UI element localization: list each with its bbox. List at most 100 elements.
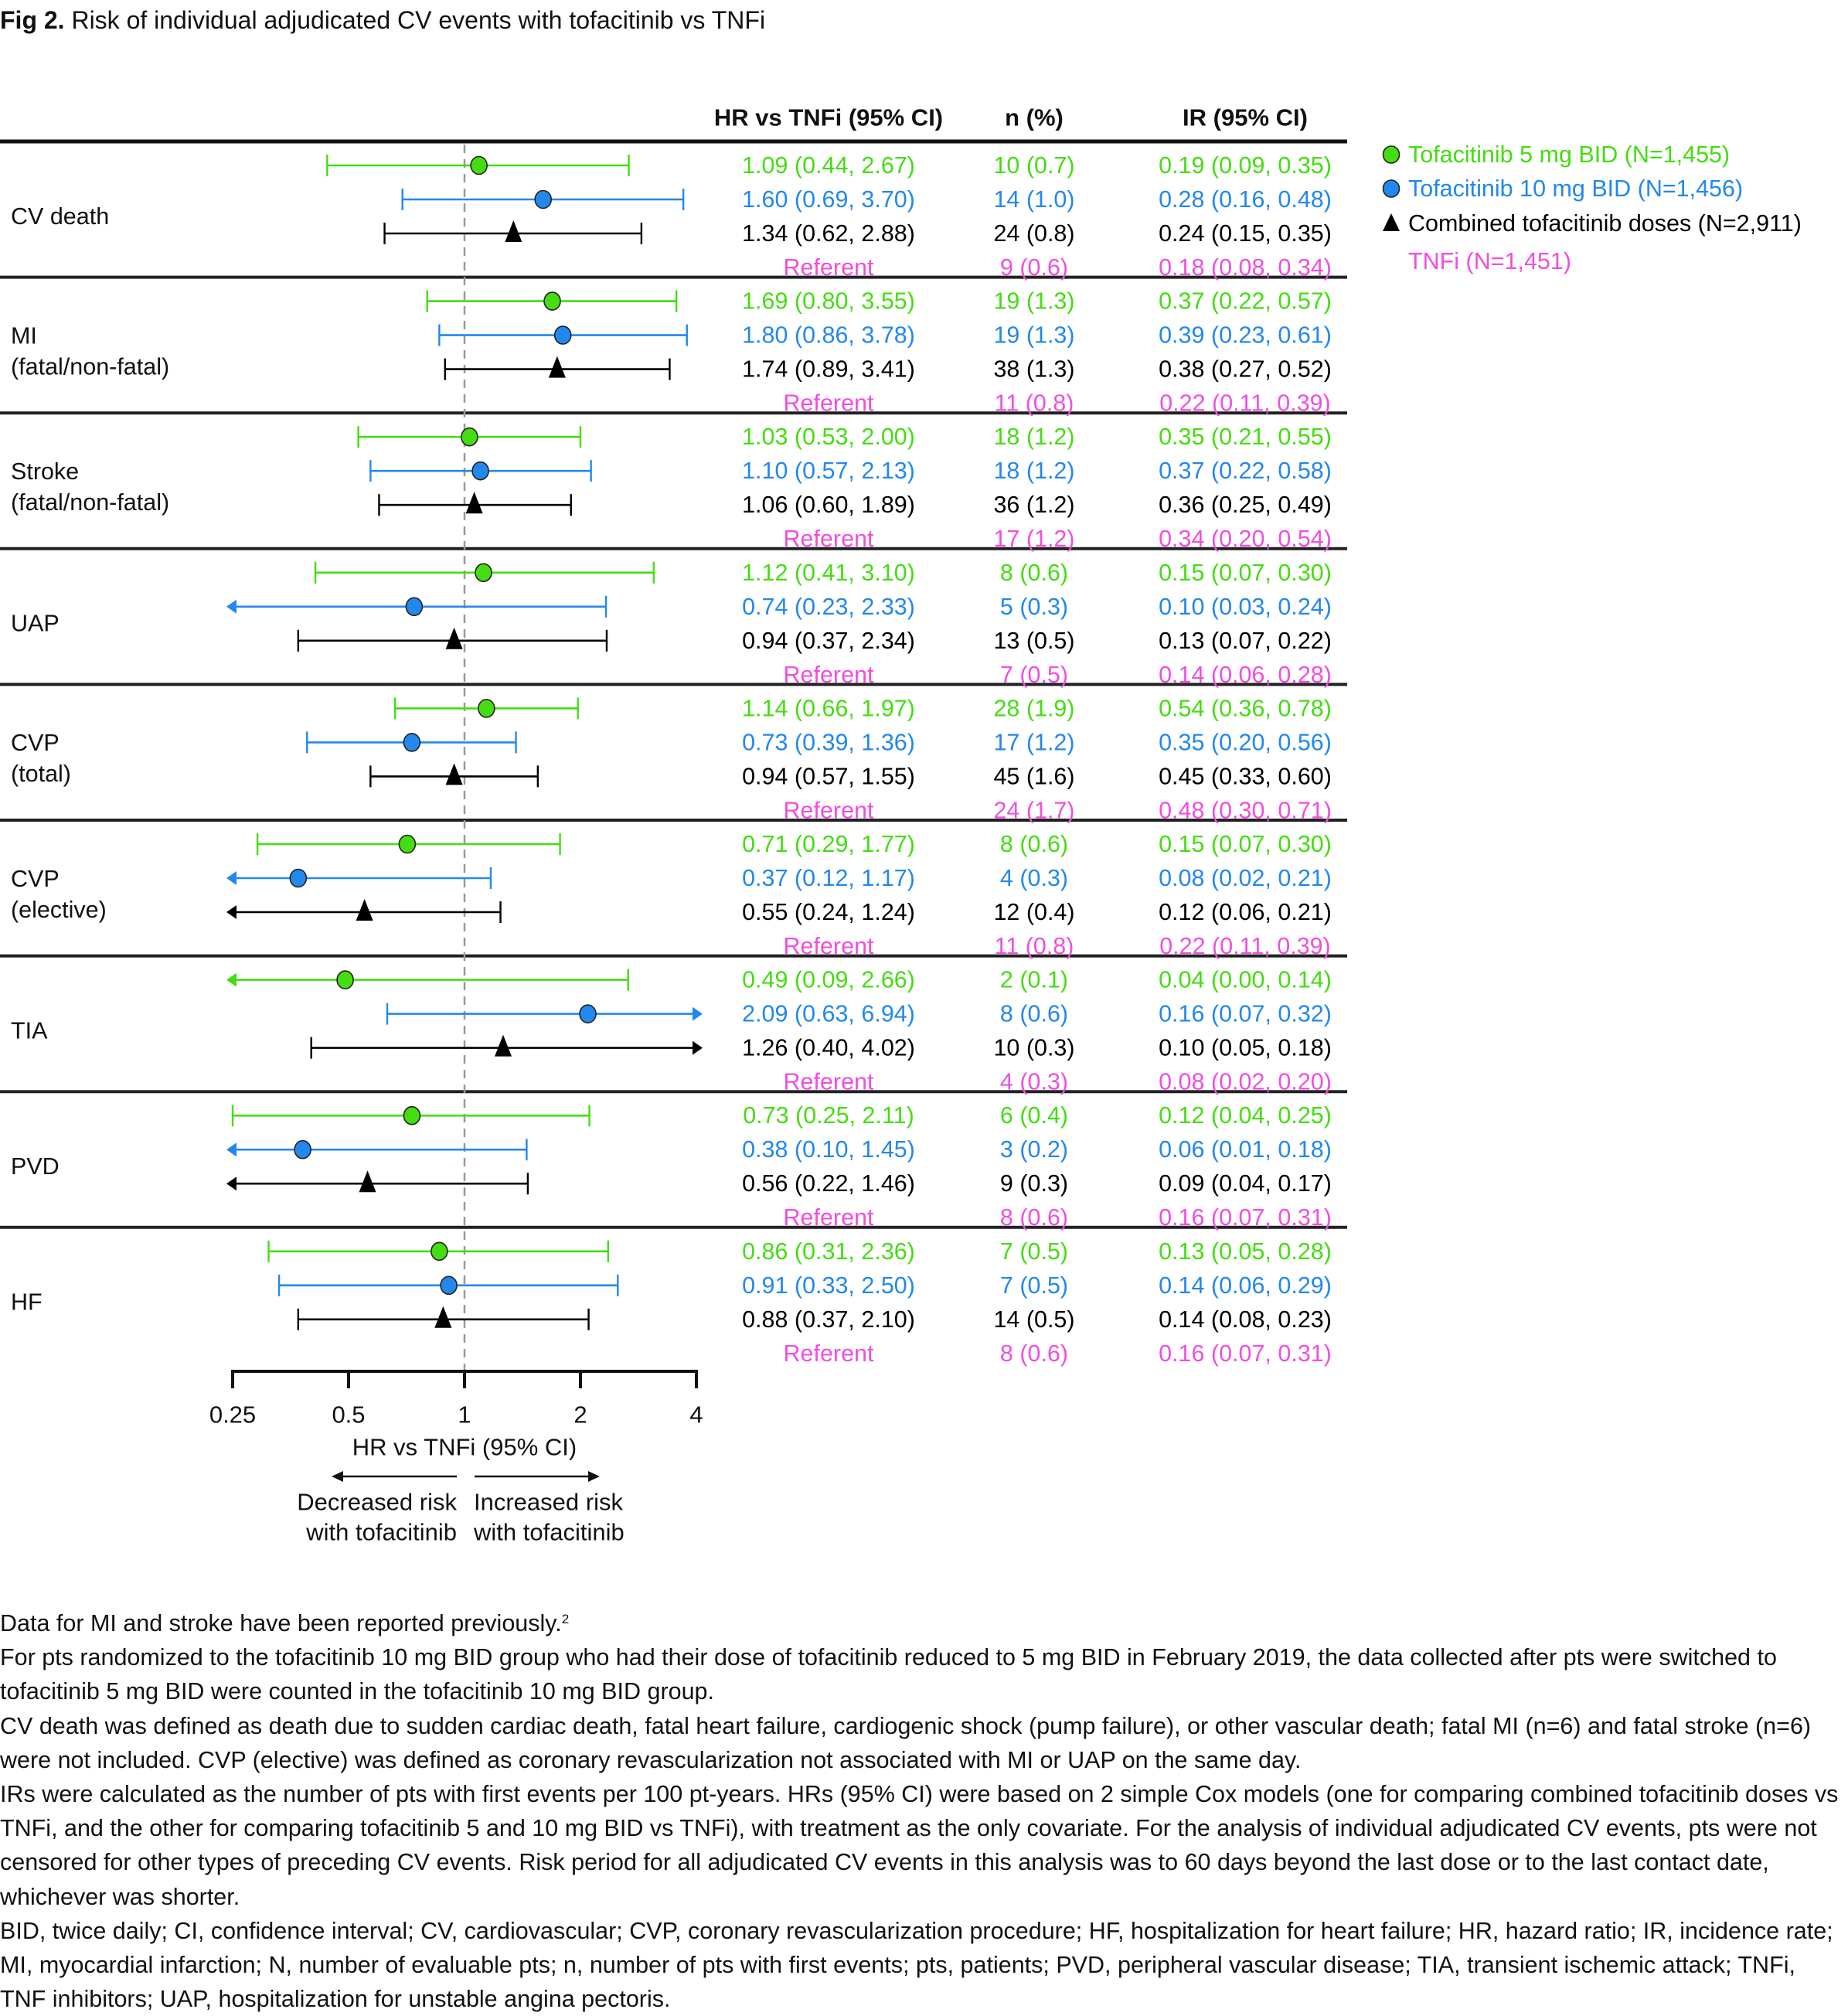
- group-label: TIA: [11, 1017, 48, 1044]
- legend-marker-circle: [1382, 179, 1400, 198]
- ci-arrow-left: [226, 905, 237, 919]
- forest-plot: HR vs TNFi (95% CI) n (%) IR (95% CI) CV de…: [0, 104, 1802, 1546]
- ci-arrow-right: [693, 1040, 703, 1055]
- group-label: HF: [11, 1289, 43, 1316]
- hr-ci-value: 0.38 (0.10, 1.45): [742, 1136, 915, 1163]
- hr-ci-value: 1.69 (0.80, 3.55): [742, 288, 915, 315]
- ir-ci-value: 0.10 (0.03, 0.24): [1159, 594, 1332, 620]
- ir-ci-value: 0.34 (0.20, 0.54): [1159, 526, 1332, 552]
- x-axis-title: HR vs TNFi (95% CI): [352, 1434, 577, 1461]
- column-header: HR vs TNFi (95% CI): [714, 104, 943, 131]
- legend-entry: Tofacitinib 5 mg BID (N=1,455): [1408, 141, 1730, 168]
- group-label: CV death: [11, 203, 109, 230]
- x-axis-tick-label: 4: [689, 1401, 703, 1429]
- n-percent-value: 9 (0.3): [1000, 1170, 1068, 1197]
- x-axis-tick-label: 2: [573, 1401, 587, 1429]
- ir-ci-value: 0.38 (0.27, 0.52): [1159, 356, 1332, 383]
- ir-ci-value: 0.08 (0.02, 0.20): [1159, 1069, 1332, 1095]
- hr-point-triangle: [445, 627, 463, 649]
- n-percent-value: 14 (1.0): [993, 186, 1074, 213]
- n-percent-value: 11 (0.8): [995, 933, 1074, 959]
- n-percent-value: 19 (1.3): [993, 322, 1074, 349]
- group-label: MI: [11, 322, 37, 349]
- n-percent-value: 13 (0.5): [993, 628, 1074, 654]
- decreased-risk-label: Decreased risk: [297, 1489, 457, 1516]
- n-percent-value: 10 (0.3): [993, 1035, 1074, 1061]
- hr-ci-value: 1.03 (0.53, 2.00): [742, 424, 915, 450]
- n-percent-value: 8 (0.6): [1000, 1204, 1068, 1231]
- x-axis-tick-label: 1: [458, 1401, 471, 1429]
- hr-point-circle: [478, 699, 495, 718]
- hr-ci-value: 1.34 (0.62, 2.88): [742, 220, 915, 247]
- hr-ci-value: 1.60 (0.69, 3.70): [742, 186, 915, 213]
- group-sublabel: (fatal/non-fatal): [11, 489, 169, 516]
- n-percent-value: 6 (0.4): [1000, 1102, 1068, 1129]
- ir-ci-value: 0.24 (0.15, 0.35): [1159, 220, 1332, 247]
- ir-ci-value: 0.14 (0.06, 0.28): [1159, 662, 1332, 688]
- n-percent-value: 5 (0.3): [1000, 594, 1068, 620]
- legend-entry: Combined tofacitinib doses (N=2,911): [1408, 210, 1802, 237]
- hr-ci-value: Referent: [784, 1069, 875, 1095]
- n-percent-value: 8 (0.6): [1000, 560, 1068, 586]
- group-label: UAP: [11, 611, 60, 637]
- hr-point-circle: [534, 189, 553, 209]
- figure-number: Fig 2.: [0, 6, 65, 34]
- hr-point-circle: [579, 1004, 597, 1023]
- ir-ci-value: 0.54 (0.36, 0.78): [1159, 695, 1332, 721]
- column-header: n (%): [1005, 104, 1064, 131]
- n-percent-value: 24 (1.7): [993, 797, 1074, 823]
- hr-point-triangle: [465, 492, 483, 514]
- hr-ci-value: Referent: [784, 797, 875, 823]
- ci-arrow-left: [226, 871, 237, 885]
- hr-ci-value: 2.09 (0.63, 6.94): [742, 1001, 915, 1027]
- hr-point-triangle: [445, 763, 463, 785]
- legend-marker-triangle: [1383, 213, 1400, 231]
- x-axis-tick-label: 0.25: [209, 1401, 256, 1429]
- ci-arrow-left: [226, 972, 237, 987]
- legend-entry: Tofacitinib 10 mg BID (N=1,456): [1408, 175, 1743, 202]
- hr-point-triangle: [548, 356, 566, 378]
- hr-ci-value: Referent: [784, 390, 875, 417]
- ir-ci-value: 0.16 (0.07, 0.31): [1159, 1340, 1332, 1367]
- n-percent-value: 17 (1.2): [993, 526, 1074, 552]
- ir-ci-value: 0.45 (0.33, 0.60): [1159, 763, 1332, 789]
- n-percent-value: 11 (0.8): [995, 390, 1074, 417]
- ci-arrow-left: [226, 599, 237, 614]
- hr-point-circle: [461, 427, 478, 447]
- hr-ci-value: 1.06 (0.60, 1.89): [742, 492, 915, 518]
- footnote-line: Data for MI and stroke have been reporte…: [0, 1610, 570, 1636]
- ir-ci-value: 0.13 (0.07, 0.22): [1159, 628, 1332, 654]
- ir-ci-value: 0.37 (0.22, 0.57): [1159, 288, 1332, 315]
- hr-ci-value: 0.94 (0.57, 1.55): [742, 763, 915, 789]
- hr-ci-value: 1.09 (0.44, 2.67): [742, 152, 915, 179]
- hr-ci-value: Referent: [784, 933, 875, 959]
- ir-ci-value: 0.28 (0.16, 0.48): [1159, 186, 1332, 213]
- n-percent-value: 18 (1.2): [993, 458, 1074, 484]
- n-percent-value: 38 (1.3): [993, 356, 1074, 383]
- ir-ci-value: 0.09 (0.04, 0.17): [1159, 1170, 1332, 1197]
- x-axis-tick-label: 0.5: [332, 1401, 365, 1429]
- n-percent-value: 36 (1.2): [993, 492, 1074, 518]
- ir-ci-value: 0.08 (0.02, 0.21): [1159, 865, 1332, 891]
- hr-ci-value: 1.10 (0.57, 2.13): [742, 458, 915, 484]
- hr-ci-value: 0.73 (0.25, 2.11): [743, 1102, 914, 1129]
- group-sublabel: (total): [11, 761, 71, 787]
- hr-ci-value: 0.56 (0.22, 1.46): [742, 1170, 915, 1197]
- increased-risk-label: Increased risk: [474, 1489, 623, 1516]
- n-percent-value: 19 (1.3): [993, 288, 1074, 315]
- hr-ci-value: 0.88 (0.37, 2.10): [742, 1306, 915, 1333]
- hr-point-circle: [475, 563, 492, 583]
- n-percent-value: 17 (1.2): [993, 729, 1074, 755]
- legend-marker-circle: [1382, 145, 1400, 164]
- figure-title: Fig 2. Risk of individual adjudicated CV…: [0, 6, 765, 35]
- hr-ci-value: Referent: [784, 1340, 875, 1367]
- hr-point-circle: [431, 1241, 448, 1262]
- hr-point-triangle: [356, 899, 373, 921]
- n-percent-value: 10 (0.7): [993, 152, 1074, 179]
- group-sublabel: (elective): [11, 897, 107, 923]
- n-percent-value: 7 (0.5): [1000, 662, 1068, 688]
- hr-ci-value: Referent: [784, 662, 875, 688]
- hr-point-circle: [553, 325, 572, 345]
- hr-ci-value: Referent: [784, 1204, 875, 1231]
- footnote-dose-switch: For pts randomized to the tofacitinib 10…: [0, 1644, 1777, 1705]
